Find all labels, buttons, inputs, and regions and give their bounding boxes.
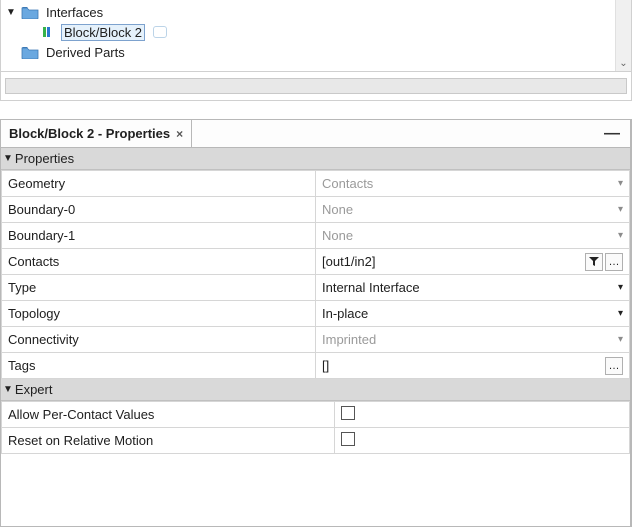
filter-button[interactable] [585,253,603,271]
property-row: Boundary-1 None ▾ [2,223,630,249]
property-value: None [322,228,353,243]
tree-item-interfaces[interactable]: ▼ Interfaces [5,2,631,22]
panel-title: Block/Block 2 - Properties [9,126,170,141]
dropdown-icon[interactable]: ▾ [612,230,623,241]
property-row: Topology In-place ▾ [2,301,630,327]
tree-label: Derived Parts [43,44,128,61]
checkbox-cell[interactable] [334,428,629,454]
folder-icon [21,45,39,59]
property-key: Contacts [2,249,316,275]
tag-icon[interactable] [153,26,167,38]
property-value: None [322,202,353,217]
property-value-cell[interactable]: None ▾ [316,223,630,249]
interface-icon [41,25,57,39]
property-row: Tags [] … [2,353,630,379]
tree-item-block-block2[interactable]: Block/Block 2 [5,22,631,42]
model-tree: ▼ Interfaces Block/Block 2 ▼ Derived Pa [0,0,632,72]
tree-label: Block/Block 2 [61,24,145,41]
toolbar-strip [0,72,632,101]
property-value-cell[interactable]: Internal Interface ▾ [316,275,630,301]
blank-area [1,454,630,526]
property-value-cell[interactable]: Contacts ▾ [316,171,630,197]
property-key: Reset on Relative Motion [2,428,335,454]
expert-row: Allow Per-Contact Values [2,402,630,428]
property-value: Contacts [322,176,373,191]
property-row: Type Internal Interface ▾ [2,275,630,301]
property-key: Type [2,275,316,301]
properties-grid: GeometryContacts▾Boundary-0None▾Boundary… [1,170,630,379]
property-key: Connectivity [2,327,316,353]
close-icon[interactable]: × [176,127,183,141]
property-value-cell[interactable]: Imprinted ▾ [316,327,630,353]
property-value-cell[interactable]: [] … [316,353,630,379]
checkbox[interactable] [341,432,355,446]
section-header-expert[interactable]: ▼ Expert [1,379,630,401]
property-value: [out1/in2] [322,254,376,269]
property-key: Geometry [2,171,316,197]
dropdown-icon[interactable]: ▾ [612,204,623,215]
property-value-cell[interactable]: In-place ▾ [316,301,630,327]
property-value: [] [322,358,329,373]
strip [5,78,627,94]
checkbox-cell[interactable] [334,402,629,428]
section-header-properties[interactable]: ▼ Properties [1,148,630,170]
ellipsis-button[interactable]: … [605,357,623,375]
expert-grid: Allow Per-Contact ValuesReset on Relativ… [1,401,630,454]
properties-panel: Block/Block 2 - Properties × — ▼ Propert… [0,119,632,527]
dropdown-icon[interactable]: ▾ [612,282,623,293]
property-row: Connectivity Imprinted ▾ [2,327,630,353]
property-key: Topology [2,301,316,327]
property-key: Allow Per-Contact Values [2,402,335,428]
ellipsis-button[interactable]: … [605,253,623,271]
property-key: Boundary-1 [2,223,316,249]
property-value-cell[interactable]: [out1/in2] … [316,249,630,275]
scroll-down-icon[interactable]: ⌄ [616,58,631,71]
panel-tab[interactable]: Block/Block 2 - Properties × [1,120,192,147]
property-value: Imprinted [322,332,376,347]
property-value: Internal Interface [322,280,420,295]
property-value-cell[interactable]: None ▾ [316,197,630,223]
checkbox[interactable] [341,406,355,420]
property-key: Boundary-0 [2,197,316,223]
expert-row: Reset on Relative Motion [2,428,630,454]
section-title: Expert [15,382,53,397]
property-value: In-place [322,306,368,321]
property-key: Tags [2,353,316,379]
chevron-down-icon: ▼ [3,384,13,395]
dropdown-icon[interactable]: ▾ [612,334,623,345]
scrollbar[interactable]: ⌄ [615,0,631,71]
property-row: Geometry Contacts ▾ [2,171,630,197]
dropdown-icon[interactable]: ▾ [612,308,623,319]
section-title: Properties [15,151,74,166]
tree-item-derived-parts[interactable]: ▼ Derived Parts [5,42,631,62]
dropdown-icon[interactable]: ▾ [612,178,623,189]
property-row: Contacts [out1/in2] … [2,249,630,275]
tree-label: Interfaces [43,4,106,21]
chevron-down-icon: ▼ [3,153,13,164]
expand-toggle[interactable]: ▼ [5,6,17,18]
folder-icon [21,5,39,19]
minimize-button[interactable]: — [594,125,630,143]
panel-titlebar: Block/Block 2 - Properties × — [1,120,630,148]
property-row: Boundary-0 None ▾ [2,197,630,223]
